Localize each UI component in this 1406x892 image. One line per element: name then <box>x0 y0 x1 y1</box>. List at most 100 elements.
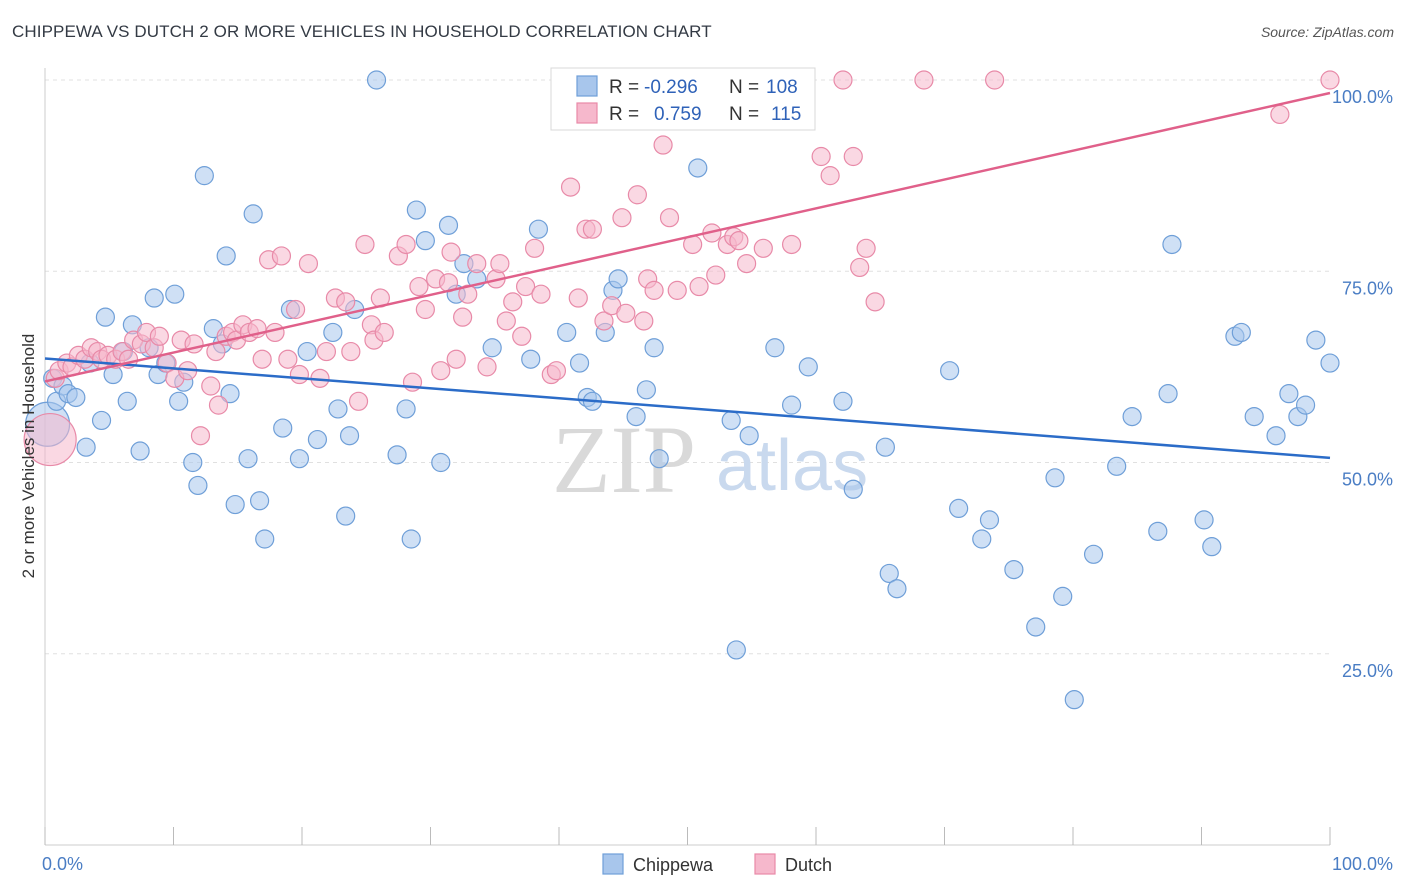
dutch-point <box>594 311 614 331</box>
chippewa-point <box>1320 353 1340 373</box>
dutch-point <box>458 284 478 304</box>
chippewa-point <box>1004 559 1024 580</box>
legend-swatch-dutch <box>576 102 598 124</box>
dutch-point <box>515 276 536 297</box>
chippewa-point <box>879 563 899 584</box>
chippewa-point <box>875 437 895 457</box>
y-tick-label: 50.0% <box>1342 470 1393 490</box>
dutch-point <box>616 303 636 323</box>
dutch-point <box>524 238 545 258</box>
chippewa-point <box>1064 690 1084 710</box>
dutch-point <box>396 234 416 255</box>
chippewa-point <box>431 452 451 473</box>
dutch-point <box>348 391 369 411</box>
bottom-legend-dutch: Dutch <box>785 855 832 875</box>
chippewa-point <box>1202 537 1222 557</box>
dutch-point <box>496 311 516 331</box>
chippewa-point <box>1295 395 1316 415</box>
dutch-point <box>446 349 466 369</box>
chippewa-point <box>649 449 669 469</box>
chippewa-point <box>307 429 328 450</box>
chippewa-point <box>940 361 960 381</box>
legend-n-label-dutch: N = <box>729 104 759 125</box>
chippewa-point <box>76 437 96 457</box>
dutch-point <box>856 238 876 258</box>
chippewa-point <box>781 395 802 415</box>
y-tick-label: 75.0% <box>1342 278 1393 298</box>
chippewa-point <box>1279 384 1299 404</box>
dutch-point <box>833 70 853 90</box>
series-legend: Chippewa Dutch <box>602 853 832 875</box>
chippewa-point <box>339 426 360 446</box>
chippewa-point <box>569 353 590 373</box>
chippewa-point <box>972 529 992 549</box>
legend-r-chippewa: -0.296 <box>644 77 698 98</box>
dutch-point <box>653 135 673 155</box>
dutch-point <box>149 326 169 346</box>
chippewa-point <box>557 322 577 343</box>
dutch-point <box>490 254 510 274</box>
chippewa-point <box>117 391 137 411</box>
dutch-point <box>985 70 1005 90</box>
dutch-point <box>850 257 870 278</box>
chippewa-point <box>1162 234 1182 255</box>
bottom-legend-swatch-chippewa <box>602 853 624 875</box>
dutch-point <box>568 288 588 308</box>
chart-source: Source: ZipAtlas.com <box>1260 24 1394 40</box>
dutch-point <box>252 349 272 369</box>
dutch-point <box>667 280 687 300</box>
chippewa-point <box>798 357 818 377</box>
dutch-point <box>820 166 840 186</box>
chippewa-point <box>194 166 214 186</box>
dutch-point <box>467 254 487 274</box>
legend-swatch-chippewa <box>576 75 598 97</box>
axis-layer: 25.0% 50.0% 75.0% 100.0% 0.0% 100.0% <box>42 68 1393 874</box>
chippewa-point <box>521 349 541 369</box>
dutch-point <box>415 299 435 320</box>
chippewa-point <box>289 449 310 469</box>
dutch-point <box>278 349 298 369</box>
dutch-point <box>431 361 451 381</box>
legend-r-dutch: 0.759 <box>654 104 702 125</box>
chippewa-point <box>1122 407 1142 427</box>
chippewa-point <box>387 445 407 465</box>
dutch-point <box>865 292 885 312</box>
chippewa-point <box>243 204 263 224</box>
chippewa-point <box>1026 617 1046 637</box>
dutch-point <box>781 234 802 255</box>
dutch-point <box>531 284 551 304</box>
chippewa-point <box>323 322 343 343</box>
trend-layer <box>44 91 1331 460</box>
chippewa-point <box>183 452 203 473</box>
y-tick-label: 100.0% <box>1332 87 1393 107</box>
chippewa-point <box>721 410 741 431</box>
chippewa-point <box>415 231 435 251</box>
legend-n-chippewa: 108 <box>766 77 798 98</box>
chippewa-point <box>220 384 240 404</box>
dutch-point <box>289 364 310 385</box>
chippewa-point <box>169 391 189 411</box>
chippewa-point <box>401 529 421 549</box>
chippewa-point <box>726 640 746 660</box>
x-tick-label: 100.0% <box>1332 854 1393 874</box>
dutch-point <box>23 412 77 467</box>
chippewa-point <box>406 200 426 220</box>
correlation-legend: R = -0.296 N = 108 R = 0.759 N = 115 <box>550 67 816 131</box>
watermark: ZIP atlas <box>552 406 868 513</box>
grid-layer <box>45 79 1330 655</box>
chippewa-point <box>979 510 1000 530</box>
watermark-zip: ZIP <box>552 406 696 513</box>
dutch-point <box>190 426 211 446</box>
chippewa-point <box>833 391 853 411</box>
chippewa-trend-line <box>44 357 1331 460</box>
chippewa-point <box>1158 384 1178 404</box>
chippewa-point <box>216 246 236 266</box>
dutch-point <box>914 70 934 90</box>
dutch-point <box>737 254 757 274</box>
chippewa-point <box>95 307 115 327</box>
chippewa-point <box>765 338 785 358</box>
legend-n-label-chippewa: N = <box>729 77 759 98</box>
dutch-point <box>1320 70 1340 90</box>
chippewa-point <box>273 418 293 438</box>
